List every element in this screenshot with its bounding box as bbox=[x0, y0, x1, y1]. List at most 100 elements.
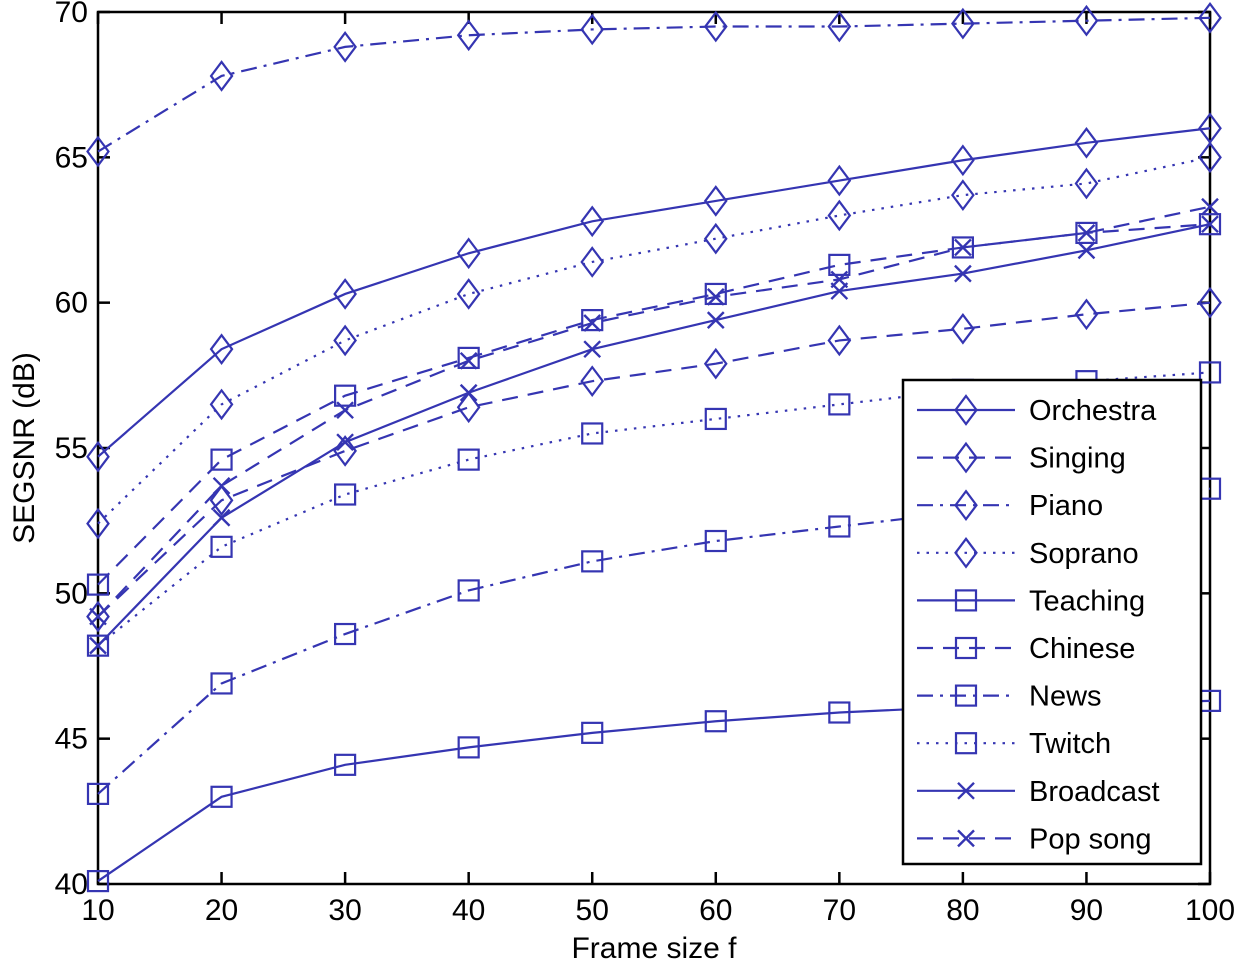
point-orchestra-60 bbox=[703, 185, 728, 217]
legend-marker-square bbox=[954, 589, 978, 612]
point-teaching-60 bbox=[704, 710, 727, 733]
x-tick-label: 70 bbox=[823, 894, 856, 927]
x-tick-label: 30 bbox=[328, 894, 361, 927]
x-tick-label: 80 bbox=[946, 894, 979, 927]
point-soprano-40 bbox=[456, 278, 481, 310]
point-teaching-10 bbox=[86, 869, 110, 893]
point-twitch-20 bbox=[210, 535, 233, 558]
point-orchestra-70 bbox=[827, 164, 852, 197]
plot-layer: 10 20 30 40 50 60 70 80 90 100 40 45 50 55 60 65 70 Orche… bbox=[55, 0, 1234, 927]
point-pop-song-80 bbox=[954, 238, 972, 257]
point-pop-song-100 bbox=[1201, 197, 1219, 216]
point-orchestra-80 bbox=[951, 144, 975, 177]
y-tick-label: 70 bbox=[55, 0, 88, 29]
point-teaching-70 bbox=[828, 701, 851, 724]
series-line-singing bbox=[97, 301, 1211, 618]
point-piano-90 bbox=[1074, 4, 1099, 37]
point-broadcast-40 bbox=[459, 383, 478, 402]
point-soprano-100 bbox=[1198, 141, 1222, 174]
point-orchestra-30 bbox=[333, 278, 357, 310]
point-news-40 bbox=[457, 579, 480, 602]
x-tick-label: 40 bbox=[452, 894, 485, 927]
point-twitch-100 bbox=[1198, 361, 1222, 384]
y-tick-label: 40 bbox=[55, 868, 88, 901]
point-broadcast-20 bbox=[212, 508, 231, 527]
x-tick-label: 10 bbox=[81, 894, 114, 927]
legend-label-pop-song: Pop song bbox=[1029, 823, 1152, 855]
point-pop-song-20 bbox=[212, 476, 231, 495]
point-orchestra-90 bbox=[1074, 126, 1099, 159]
point-teaching-30 bbox=[334, 753, 357, 776]
legend-marker-square bbox=[954, 636, 978, 660]
legend-label-chinese: Chinese bbox=[1029, 633, 1135, 665]
point-piano-100 bbox=[1198, 1, 1222, 34]
point-singing-20 bbox=[209, 484, 234, 517]
point-teaching-50 bbox=[581, 721, 604, 744]
point-piano-10 bbox=[86, 135, 110, 168]
point-pop-song-70 bbox=[830, 270, 849, 289]
point-twitch-10 bbox=[86, 634, 110, 657]
legend-marker-square bbox=[954, 732, 978, 755]
point-singing-100 bbox=[1198, 286, 1222, 319]
point-pop-song-60 bbox=[706, 288, 725, 306]
point-orchestra-50 bbox=[580, 205, 605, 238]
point-broadcast-80 bbox=[954, 264, 972, 283]
legend-marker-diamond bbox=[954, 489, 978, 522]
point-twitch-30 bbox=[334, 483, 357, 506]
series-line-broadcast bbox=[97, 223, 1211, 647]
point-broadcast-50 bbox=[583, 340, 602, 359]
point-pop-song-40 bbox=[459, 351, 478, 370]
x-tick-label: 90 bbox=[1070, 894, 1103, 927]
series-line-pop-song bbox=[97, 205, 1211, 618]
legend-label-piano: Piano bbox=[1029, 490, 1103, 522]
y-tick-label: 55 bbox=[55, 432, 88, 465]
point-orchestra-20 bbox=[209, 333, 234, 366]
legend-marker-x bbox=[957, 829, 975, 848]
point-singing-40 bbox=[456, 391, 481, 424]
point-soprano-20 bbox=[209, 388, 234, 421]
point-teaching-20 bbox=[210, 785, 233, 808]
point-pop-song-50 bbox=[583, 314, 602, 332]
point-pop-song-10 bbox=[89, 607, 107, 626]
legend-marker-x bbox=[957, 781, 975, 800]
legend-box bbox=[901, 378, 1203, 866]
legend-label-broadcast: Broadcast bbox=[1029, 776, 1160, 808]
point-chinese-70 bbox=[828, 253, 851, 276]
point-singing-70 bbox=[827, 324, 852, 357]
point-news-30 bbox=[334, 622, 357, 646]
point-twitch-40 bbox=[457, 448, 480, 471]
point-chinese-80 bbox=[951, 236, 974, 259]
point-chinese-50 bbox=[581, 309, 604, 332]
point-pop-song-30 bbox=[336, 401, 354, 420]
y-tick-label: 50 bbox=[55, 577, 88, 610]
point-pop-song-90 bbox=[1077, 224, 1096, 242]
series-line-twitch bbox=[97, 371, 1211, 647]
x-tick-label: 50 bbox=[576, 894, 609, 927]
point-chinese-60 bbox=[704, 282, 727, 306]
point-soprano-90 bbox=[1074, 167, 1099, 200]
point-soprano-30 bbox=[333, 324, 357, 357]
point-teaching-40 bbox=[457, 736, 480, 759]
point-twitch-60 bbox=[704, 407, 727, 431]
legend-marker-square bbox=[954, 684, 978, 707]
point-singing-50 bbox=[580, 365, 605, 397]
point-chinese-90 bbox=[1075, 221, 1098, 245]
y-tick-label: 65 bbox=[55, 141, 88, 174]
point-chinese-10 bbox=[86, 573, 110, 596]
legend-label-orchestra: Orchestra bbox=[1029, 395, 1157, 427]
point-broadcast-30 bbox=[336, 433, 354, 452]
point-chinese-20 bbox=[210, 448, 233, 471]
point-piano-60 bbox=[703, 10, 728, 43]
point-twitch-70 bbox=[828, 393, 851, 416]
point-singing-80 bbox=[951, 312, 975, 345]
point-soprano-60 bbox=[703, 222, 728, 255]
x-tick-label: 60 bbox=[699, 894, 732, 927]
legend-marker-diamond bbox=[954, 394, 978, 426]
point-singing-60 bbox=[703, 347, 728, 380]
point-singing-90 bbox=[1074, 298, 1099, 331]
point-news-50 bbox=[581, 550, 604, 573]
legend-label-news: News bbox=[1029, 681, 1102, 713]
series-line-soprano bbox=[97, 156, 1211, 525]
